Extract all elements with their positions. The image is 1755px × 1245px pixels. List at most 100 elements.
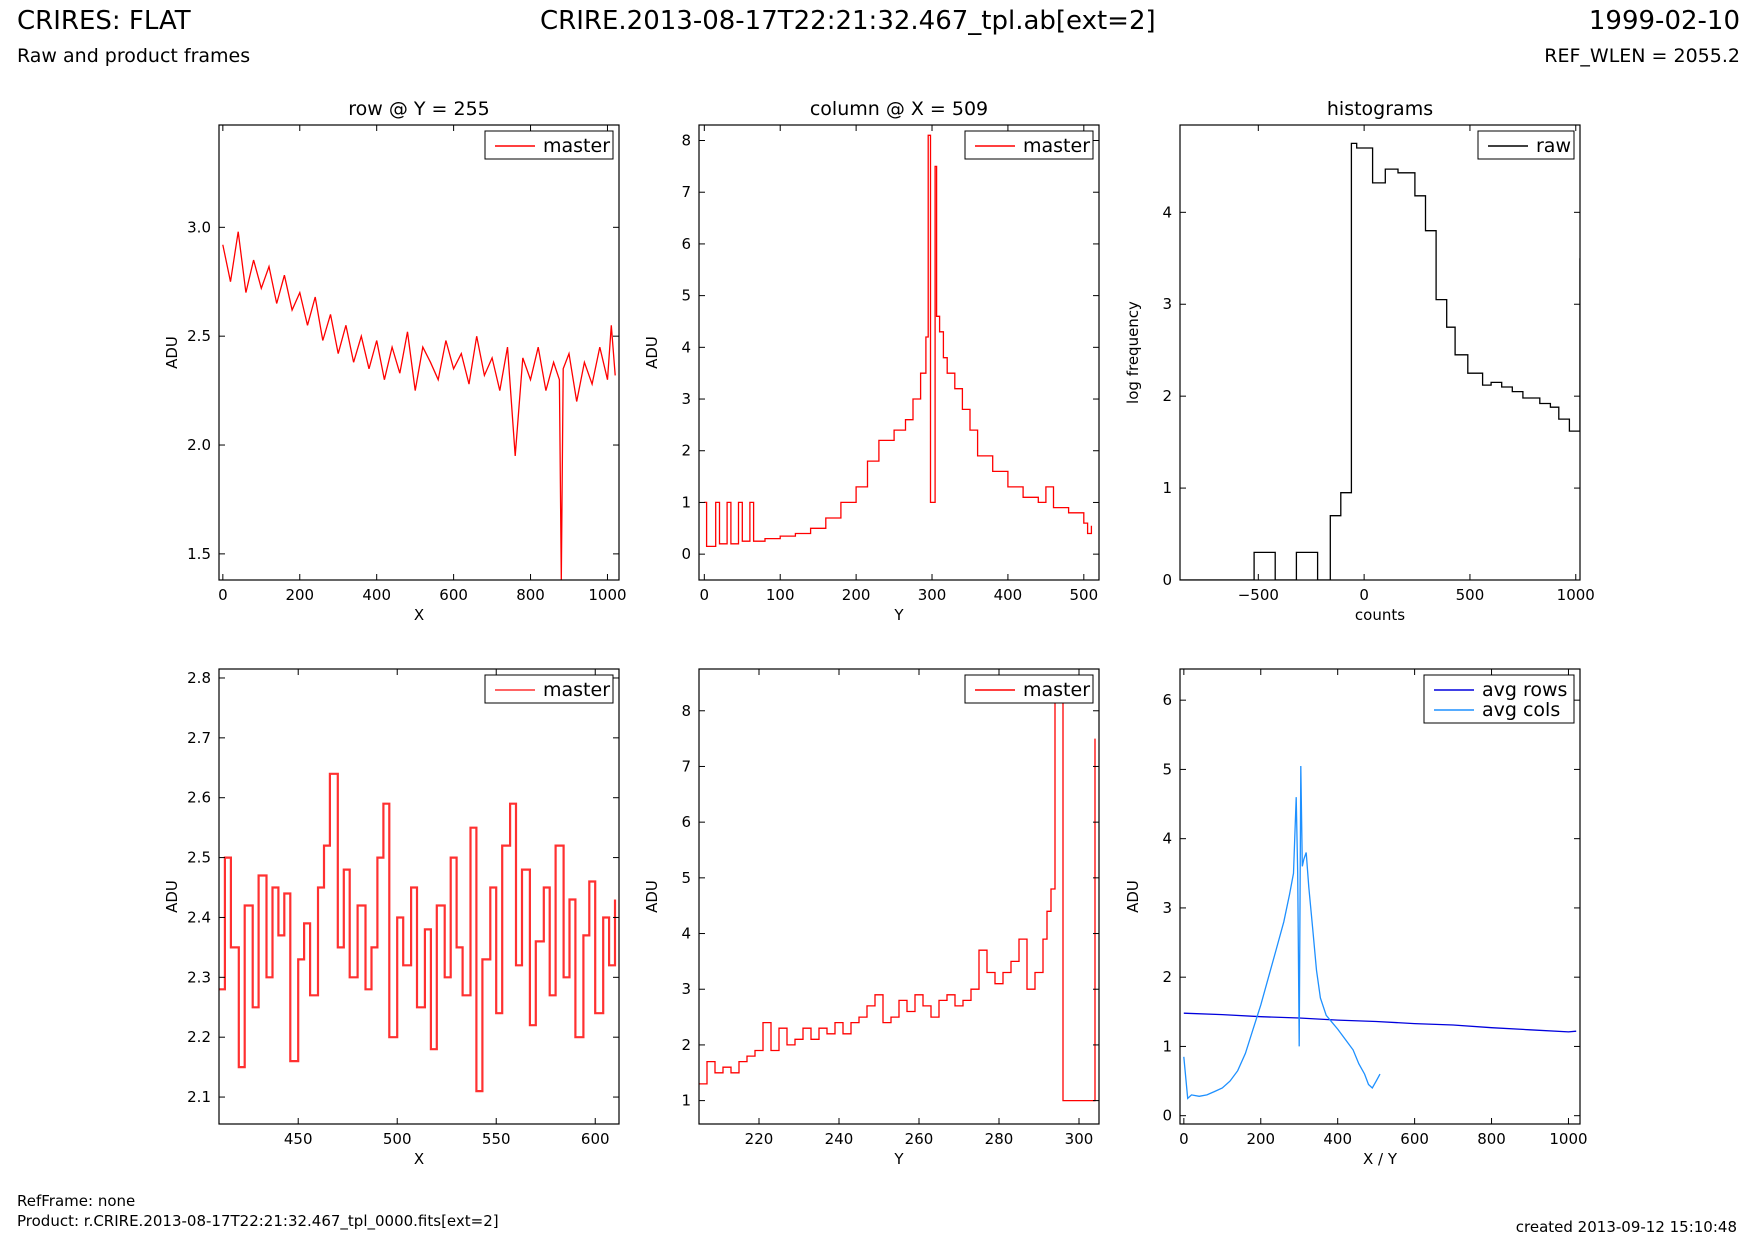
x-tick-label: 300 xyxy=(918,586,947,604)
ref-frame: RefFrame: none xyxy=(17,1192,136,1210)
chart-panel-3: −500 0 500 1000 0 1 2 3 4 histograms counts log fre… xyxy=(1124,98,1595,624)
x-tick-label: 260 xyxy=(905,1130,934,1148)
x-tick-label: 1000 xyxy=(1549,1130,1587,1148)
legend-label: master xyxy=(543,679,610,701)
x-tick-label: 200 xyxy=(285,586,314,604)
x-axis-label: counts xyxy=(1355,606,1405,624)
y-tick-label: 2.5 xyxy=(187,849,211,867)
x-tick-label: 500 xyxy=(383,1130,412,1148)
series-line-master xyxy=(699,682,1096,1102)
chart-panel-6: 0 200 400 600 800 1000 0 1 2 3 4 5 6 X / Y ADU avg rows… xyxy=(1124,668,1588,1168)
series-line-raw xyxy=(1180,142,1580,580)
y-tick-label: 0 xyxy=(1162,571,1172,589)
x-axis-label: X xyxy=(414,1150,424,1168)
y-tick-label: 3 xyxy=(681,980,691,998)
legend-box xyxy=(964,674,1094,704)
y-tick-label: 5 xyxy=(681,869,691,887)
series-line-master xyxy=(219,772,617,1093)
y-tick-label: 7 xyxy=(681,757,691,775)
x-tick-label: 0 xyxy=(218,586,228,604)
created-timestamp: created 2013-09-12 15:10:48 xyxy=(1515,1218,1737,1236)
x-tick-label: 280 xyxy=(985,1130,1014,1148)
y-tick-label: 4 xyxy=(1162,830,1172,848)
plot-frame xyxy=(218,124,620,581)
series-line-master xyxy=(222,231,616,580)
y-axis-label: ADU xyxy=(643,336,661,369)
legend-box xyxy=(1423,674,1575,724)
x-tick-label: 100 xyxy=(766,586,795,604)
plot-frame xyxy=(1179,668,1581,1125)
ref-wlen: REF_WLEN = 2055.2 xyxy=(1544,45,1740,67)
x-tick-label: 550 xyxy=(482,1130,511,1148)
y-tick-label: 2 xyxy=(1162,968,1172,986)
y-axis-label: ADU xyxy=(163,336,181,369)
x-axis-label: X xyxy=(414,606,424,624)
page-title: CRIRES: FLAT xyxy=(17,6,191,36)
y-tick-label: 2.6 xyxy=(187,789,211,807)
series-line-master xyxy=(704,134,1093,548)
x-tick-label: 600 xyxy=(1400,1130,1429,1148)
y-tick-label: 2.1 xyxy=(187,1088,211,1106)
product-file: Product: r.CRIRE.2013-08-17T22:21:32.467… xyxy=(17,1212,499,1230)
x-tick-label: 0 xyxy=(700,586,710,604)
x-tick-label: 200 xyxy=(1246,1130,1275,1148)
y-tick-label: 2.7 xyxy=(187,729,211,747)
legend: master xyxy=(484,130,614,160)
y-tick-label: 6 xyxy=(681,235,691,253)
y-tick-label: 2.3 xyxy=(187,968,211,986)
legend-label: master xyxy=(1023,679,1090,701)
y-tick-label: 3 xyxy=(681,390,691,408)
x-tick-label: 500 xyxy=(1069,586,1098,604)
y-tick-label: 4 xyxy=(681,338,691,356)
y-axis-label: log frequency xyxy=(1124,301,1142,404)
plot-frame xyxy=(1179,124,1581,581)
legend-box xyxy=(484,130,614,160)
y-tick-label: 1.5 xyxy=(187,545,211,563)
y-tick-label: 4 xyxy=(681,925,691,943)
x-tick-label: 800 xyxy=(1477,1130,1506,1148)
y-tick-label: 1 xyxy=(681,493,691,511)
x-tick-label: 0 xyxy=(1359,586,1369,604)
legend-box xyxy=(964,130,1094,160)
page-subtitle: Raw and product frames xyxy=(17,45,251,67)
y-tick-label: 2.8 xyxy=(187,669,211,687)
x-tick-label: 1000 xyxy=(588,586,626,604)
y-axis-label: ADU xyxy=(163,880,181,913)
y-tick-label: 7 xyxy=(681,183,691,201)
plot-frame xyxy=(698,124,1100,581)
legend-label: master xyxy=(1023,135,1090,157)
y-tick-label: 4 xyxy=(1162,203,1172,221)
y-tick-label: 3.0 xyxy=(187,218,211,236)
series-line-avg-cols xyxy=(1183,765,1381,1100)
y-tick-label: 0 xyxy=(681,545,691,563)
legend-box xyxy=(1477,130,1575,160)
y-tick-label: 3 xyxy=(1162,899,1172,917)
y-tick-label: 0 xyxy=(1162,1107,1172,1125)
y-tick-label: 2 xyxy=(681,442,691,460)
legend: master xyxy=(964,674,1094,704)
y-tick-label: 5 xyxy=(1162,760,1172,778)
chart-panel-2: 0 100 200 300 400 500 0 1 2 3 4 5 6 7 8 column @ X = 50… xyxy=(643,98,1100,624)
y-tick-label: 2.0 xyxy=(187,436,211,454)
x-tick-label: −500 xyxy=(1238,586,1279,604)
y-tick-label: 6 xyxy=(681,813,691,831)
legend: master xyxy=(484,674,614,704)
y-tick-label: 2.5 xyxy=(187,327,211,345)
y-tick-label: 3 xyxy=(1162,295,1172,313)
chart-panel-4: 450 500 550 600 2.1 2.2 2.3 2.4 2.5 2.6 2.7 2.8 X ADU… xyxy=(163,668,620,1168)
legend-label: master xyxy=(543,135,610,157)
y-tick-label: 2 xyxy=(1162,387,1172,405)
legend-box xyxy=(484,674,614,704)
legend-label: avg rows xyxy=(1482,679,1567,701)
legend: master xyxy=(964,130,1094,160)
x-tick-label: 500 xyxy=(1456,586,1485,604)
x-tick-label: 300 xyxy=(1065,1130,1094,1148)
legend-label: avg cols xyxy=(1482,699,1560,721)
series-line-avg-rows xyxy=(1183,1012,1577,1033)
file-name: CRIRE.2013-08-17T22:21:32.467_tpl.ab[ext… xyxy=(540,6,1156,36)
x-tick-label: 400 xyxy=(1323,1130,1352,1148)
legend-label: raw xyxy=(1536,135,1571,157)
y-tick-label: 8 xyxy=(681,702,691,720)
